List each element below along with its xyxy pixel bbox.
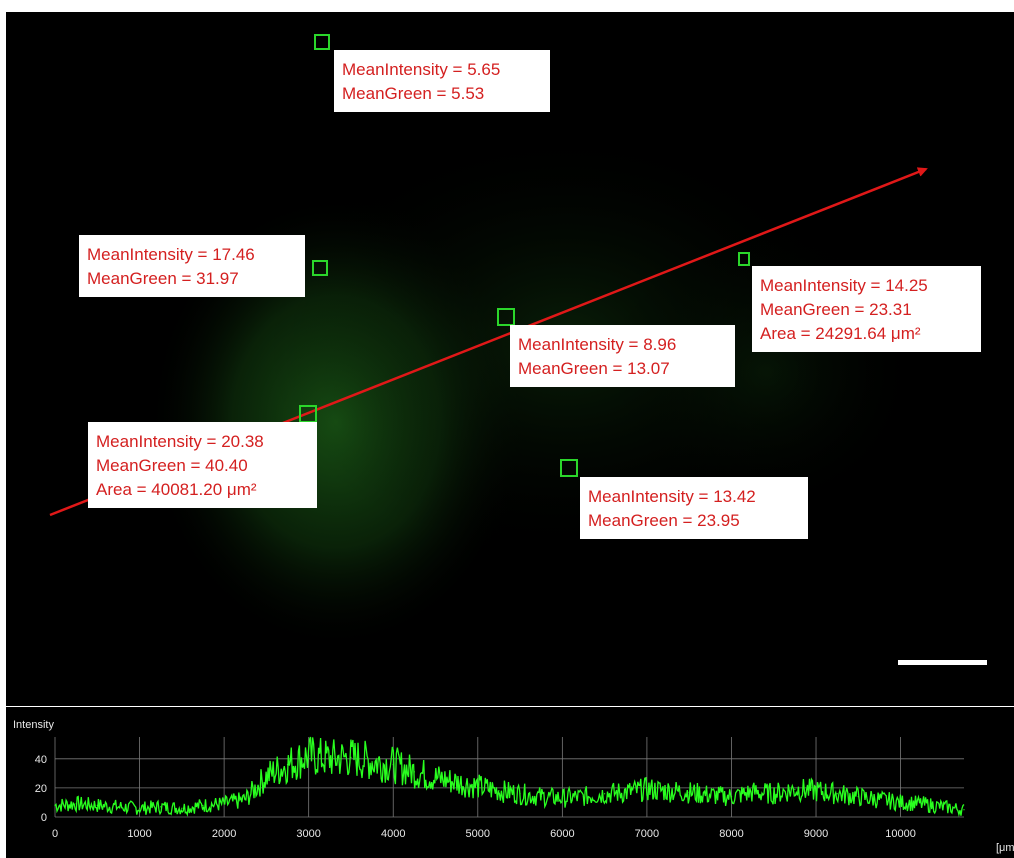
profile-data-point <box>392 764 394 766</box>
profile-data-point <box>582 796 585 798</box>
measurement-label-1: MeanIntensity = 5.65 MeanGreen = 5.53 <box>334 50 550 112</box>
label-line: MeanIntensity = 13.42 <box>588 487 756 506</box>
profile-data-point <box>963 809 965 811</box>
profile-data-point <box>815 790 817 792</box>
profile-data-point <box>688 791 690 793</box>
profile-data-point <box>371 761 373 763</box>
profile-data-point <box>329 758 331 760</box>
label-line: MeanGreen = 23.31 <box>760 300 912 319</box>
intensity-profile-chart: Intensity [μm 0 1000 2000 3000 4000 5000 6000 7… <box>13 719 1014 854</box>
grid <box>54 737 964 818</box>
x-tick-label: 3000 <box>296 828 320 840</box>
x-tick-label: 4000 <box>381 828 405 840</box>
profile-data-point <box>625 791 627 793</box>
label-line: MeanGreen = 40.40 <box>96 456 248 475</box>
roi-box-1[interactable] <box>314 34 330 50</box>
profile-data-point <box>730 796 733 798</box>
profile-data-point <box>308 755 310 757</box>
profile-data-point <box>604 793 606 795</box>
profile-data-point <box>942 806 944 808</box>
profile-data-point <box>286 764 289 766</box>
measurement-label-3: MeanIntensity = 14.25 MeanGreen = 23.31 … <box>752 266 981 352</box>
profile-data-point <box>857 796 859 798</box>
label-line: MeanGreen = 5.53 <box>342 84 485 103</box>
y-tick-label: 40 <box>35 754 47 766</box>
x-tick-label: 7000 <box>635 828 659 840</box>
profile-data-point <box>244 798 246 801</box>
label-line: MeanIntensity = 17.46 <box>87 245 255 264</box>
label-line: Area = 40081.20 μm² <box>96 480 257 499</box>
profile-data-point <box>498 790 500 792</box>
profile-data-point <box>540 796 542 798</box>
measurement-label-2: MeanIntensity = 17.46 MeanGreen = 31.97 <box>79 235 305 297</box>
profile-data-point <box>794 788 796 790</box>
label-line: MeanIntensity = 14.25 <box>760 276 928 295</box>
label-line: MeanIntensity = 20.38 <box>96 432 264 451</box>
profile-data-point <box>667 790 669 792</box>
measurement-label-4: MeanIntensity = 8.96 MeanGreen = 13.07 <box>510 325 735 387</box>
profile-data-point <box>434 777 437 779</box>
x-tick-label: 8000 <box>719 828 743 840</box>
roi-box-6[interactable] <box>560 459 578 477</box>
profile-data-point <box>223 803 225 805</box>
profile-data-point <box>202 804 204 806</box>
roi-box-3[interactable] <box>738 252 750 266</box>
profile-data-point <box>878 798 881 801</box>
x-tick-label: 9000 <box>804 828 828 840</box>
profile-data-point <box>477 785 479 788</box>
x-tick-label: 6000 <box>550 828 574 840</box>
profile-data-point <box>181 807 183 809</box>
x-tick-label: 10000 <box>885 828 916 840</box>
profile-series-line[interactable] <box>54 736 965 818</box>
profile-data-point <box>561 797 563 799</box>
profile-data-point <box>456 781 458 783</box>
profile-data-point <box>413 771 415 773</box>
profile-data-point <box>138 807 141 809</box>
profile-data-point <box>54 804 56 806</box>
label-line: MeanIntensity = 8.96 <box>518 335 677 354</box>
x-tick-label: 0 <box>52 828 58 840</box>
label-line: Area = 24291.64 μm² <box>760 324 921 343</box>
profile-data-point <box>265 775 267 777</box>
microscopy-image <box>6 12 1014 706</box>
profile-data-point <box>709 794 711 796</box>
x-axis-unit: [μm <box>996 842 1014 854</box>
x-tick-label: 2000 <box>212 828 236 840</box>
x-tick-label: 1000 <box>127 828 151 840</box>
measurement-label-6: MeanIntensity = 13.42 MeanGreen = 23.95 <box>580 477 808 539</box>
y-tick-label: 20 <box>35 783 47 795</box>
profile-data-point <box>75 803 77 805</box>
y-axis-label: Intensity <box>13 719 54 731</box>
roi-box-5[interactable] <box>299 405 317 423</box>
profile-data-point <box>836 793 838 795</box>
roi-box-4[interactable] <box>497 308 515 326</box>
label-line: MeanGreen = 13.07 <box>518 359 670 378</box>
profile-data-point <box>117 806 120 808</box>
axis-ticks: 0 1000 2000 3000 4000 5000 6000 7000 8000 9000 100… <box>35 754 916 840</box>
roi-box-2[interactable] <box>312 260 328 276</box>
profile-data-point <box>773 793 775 795</box>
scale-bar <box>898 660 987 665</box>
profile-data-point <box>752 791 754 793</box>
image-viewer[interactable]: MeanIntensity = 5.65 MeanGreen = 5.53 Me… <box>6 12 1014 706</box>
profile-data-point <box>160 806 162 808</box>
measurement-label-5: MeanIntensity = 20.38 MeanGreen = 40.40 … <box>88 422 317 508</box>
y-tick-label: 0 <box>41 812 47 824</box>
label-line: MeanGreen = 31.97 <box>87 269 239 288</box>
profile-data-point <box>96 804 98 806</box>
label-line: MeanGreen = 23.95 <box>588 511 740 530</box>
x-tick-label: 5000 <box>466 828 490 840</box>
intensity-profile-panel: Intensity [μm 0 1000 2000 3000 4000 5000 6000 7… <box>6 707 1014 858</box>
profile-data-point <box>921 803 923 805</box>
label-line: MeanIntensity = 5.65 <box>342 60 501 79</box>
profile-data-point <box>350 756 352 758</box>
profile-data-point <box>519 793 521 795</box>
profile-data-point <box>646 788 648 790</box>
profile-data-point <box>899 801 902 804</box>
